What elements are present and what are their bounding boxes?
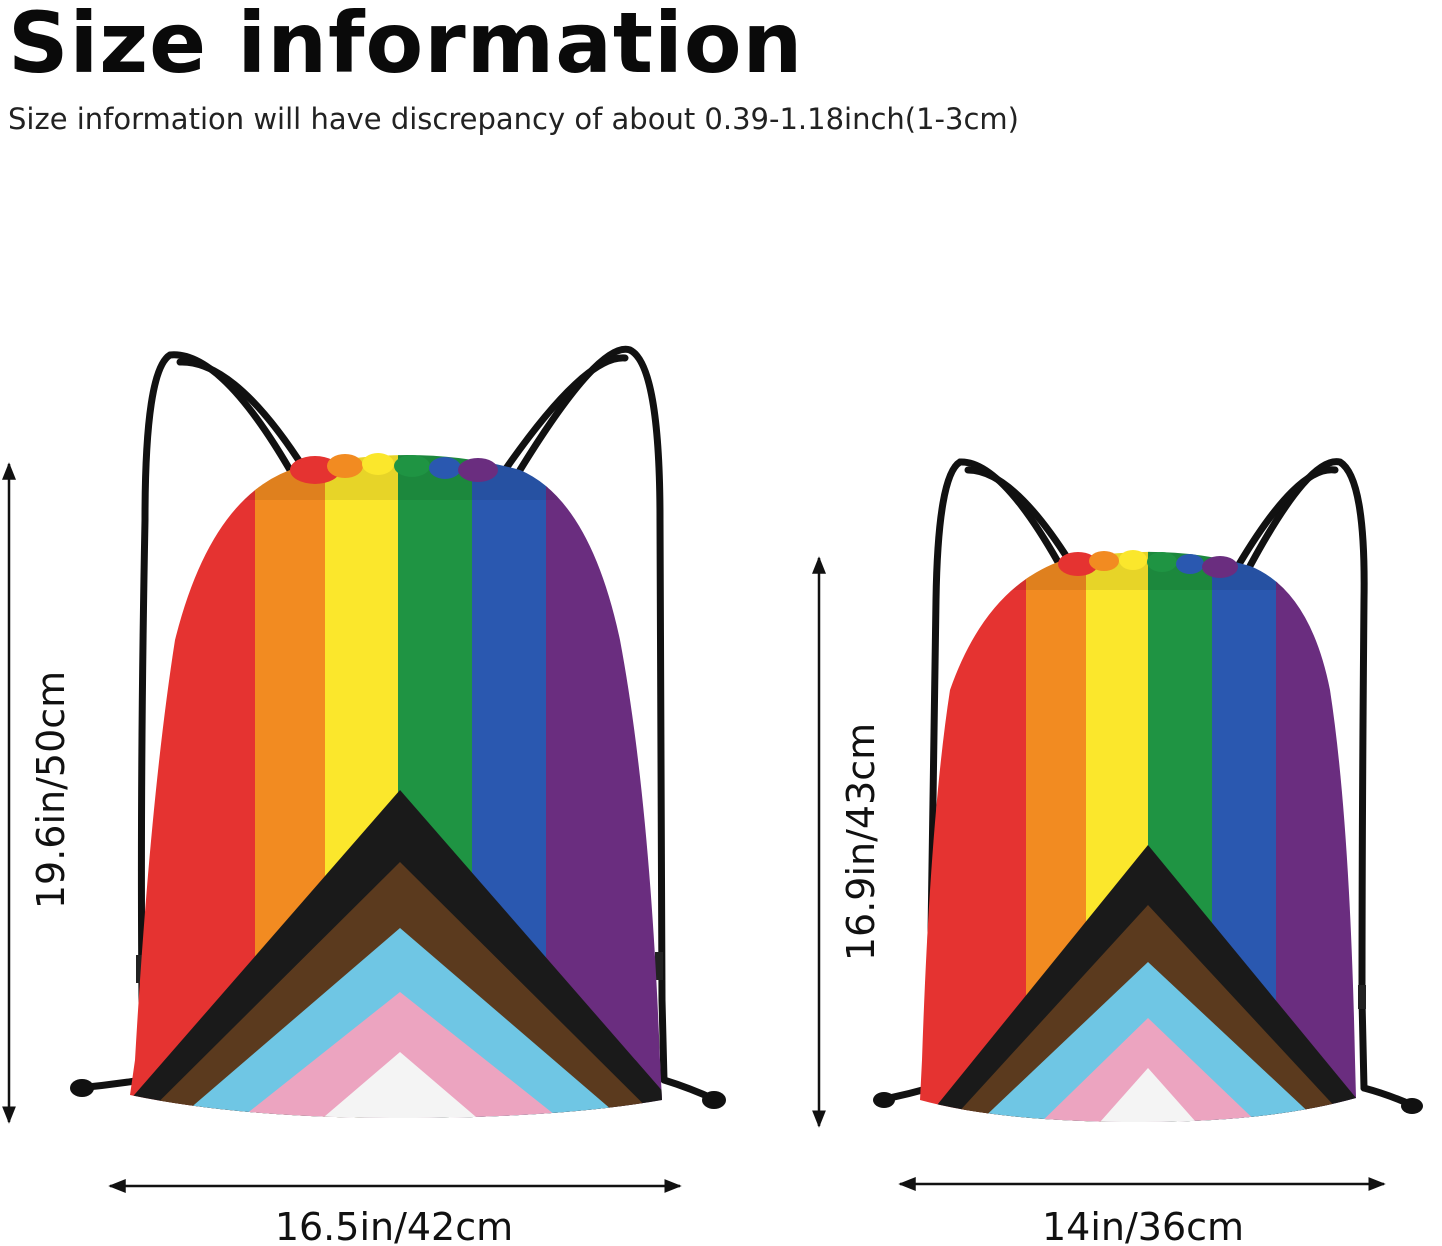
small-drawstring-bag (873, 458, 1423, 1122)
page-title: Size information (8, 0, 804, 92)
large-height-dimension: 19.6in/50cm (2, 462, 73, 1124)
large-bag-body (130, 455, 662, 1118)
small-height-label: 16.9in/43cm (839, 723, 883, 961)
small-bag-body (920, 551, 1356, 1122)
large-width-dimension: 16.5in/42cm (108, 1179, 682, 1246)
small-width-dimension: 14in/36cm (898, 1177, 1386, 1246)
large-height-label: 19.6in/50cm (29, 671, 73, 909)
large-width-label: 16.5in/42cm (275, 1205, 513, 1246)
size-discrepancy-note: Size information will have discrepancy o… (8, 102, 1019, 136)
large-drawstring-bag (70, 345, 726, 1118)
small-bag-gathered-top (1058, 550, 1238, 578)
small-width-label: 14in/36cm (1042, 1205, 1244, 1246)
large-bag-gathered-top (290, 453, 498, 484)
knot-icon (70, 952, 726, 1109)
small-height-dimension: 16.9in/43cm (812, 556, 883, 1128)
